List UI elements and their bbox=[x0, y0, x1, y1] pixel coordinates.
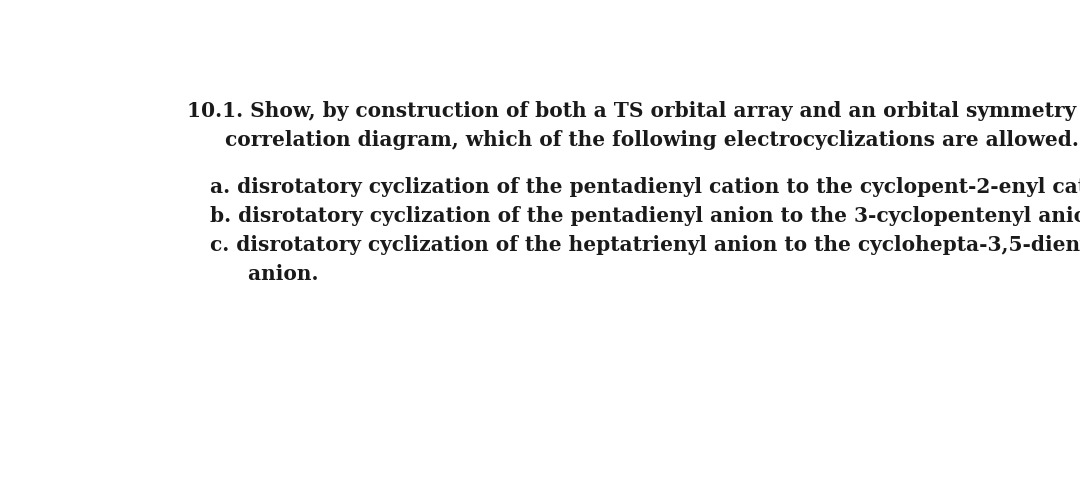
Text: anion.: anion. bbox=[220, 264, 319, 284]
Text: a. disrotatory cyclization of the pentadienyl cation to the cyclopent-2-enyl cat: a. disrotatory cyclization of the pentad… bbox=[211, 177, 1080, 197]
Text: b. disrotatory cyclization of the pentadienyl anion to the 3-cyclopentenyl anion: b. disrotatory cyclization of the pentad… bbox=[211, 206, 1080, 226]
Text: correlation diagram, which of the following electrocyclizations are allowed.: correlation diagram, which of the follow… bbox=[226, 131, 1079, 150]
Text: 10.1. Show, by construction of both a TS orbital array and an orbital symmetry: 10.1. Show, by construction of both a TS… bbox=[187, 101, 1076, 121]
Text: c. disrotatory cyclization of the heptatrienyl anion to the cyclohepta-3,5-dieny: c. disrotatory cyclization of the heptat… bbox=[211, 235, 1080, 255]
